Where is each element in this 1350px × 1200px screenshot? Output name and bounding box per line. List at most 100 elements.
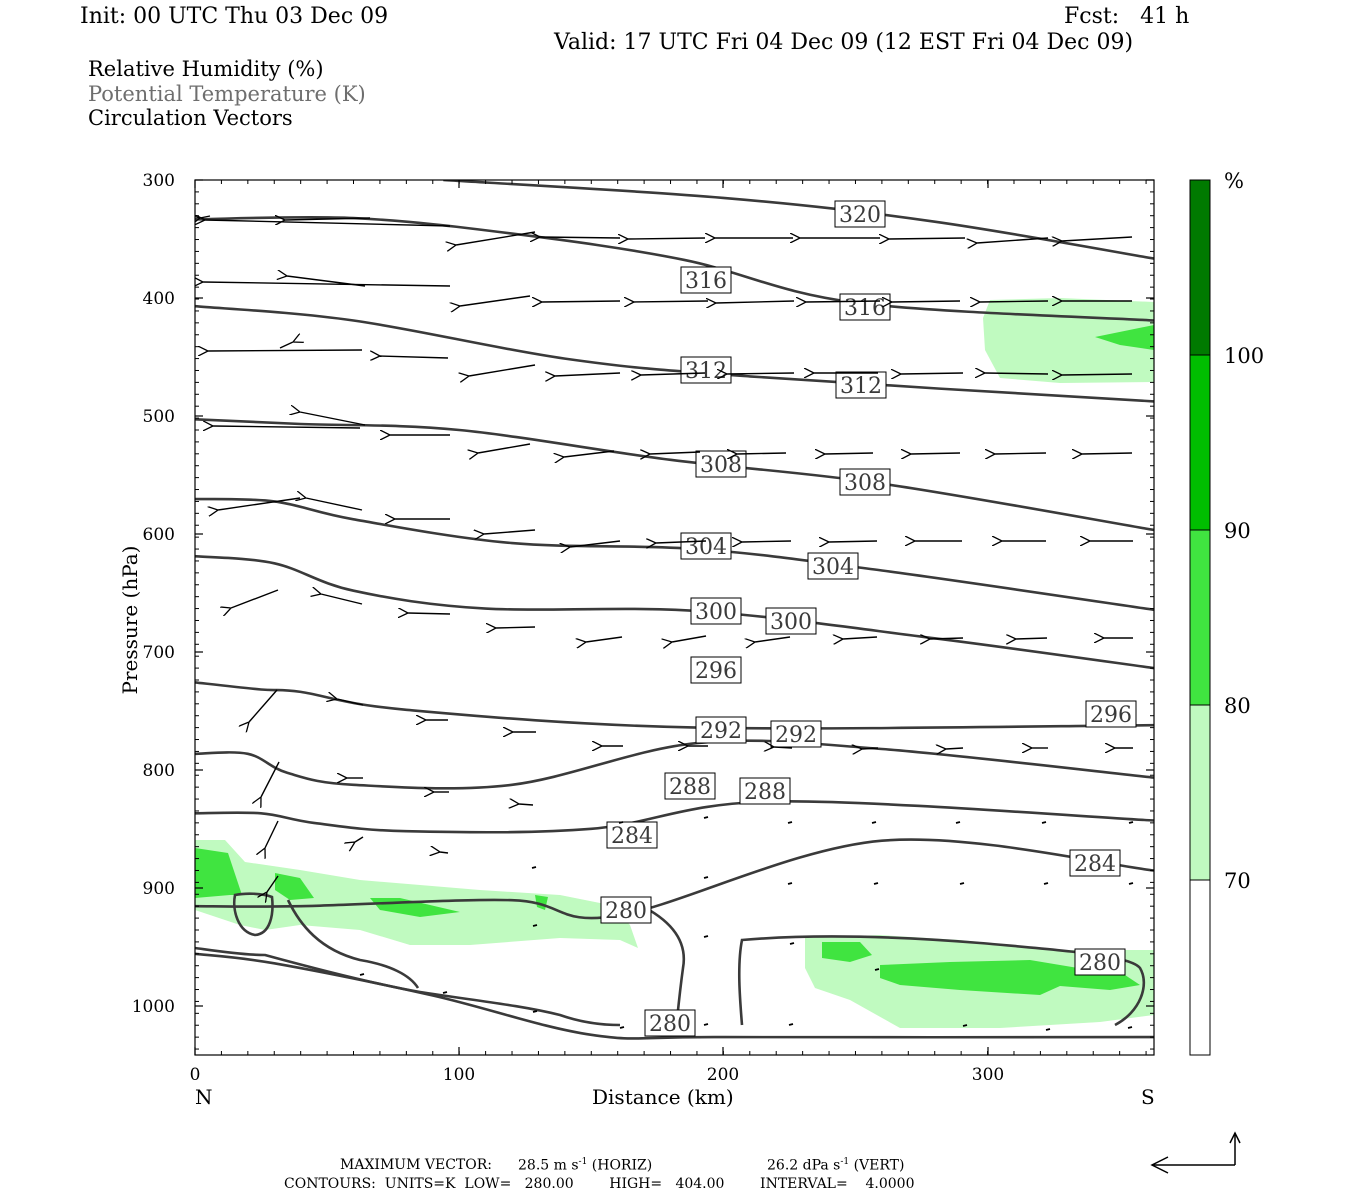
theta-label-box <box>839 468 891 496</box>
theta-label-296: 296 <box>1090 703 1132 728</box>
circulation-vector-small <box>531 866 537 869</box>
circulation-vector <box>355 836 364 842</box>
circulation-vector <box>484 530 536 534</box>
circulation-vector <box>306 498 363 511</box>
colorbar-segment <box>1190 530 1210 705</box>
theta-label-box <box>690 656 742 684</box>
circulation-vector <box>1062 374 1133 375</box>
circulation-vector-small <box>359 973 365 976</box>
theta-label-box <box>765 607 817 635</box>
theta-label-280: 280 <box>1079 951 1121 976</box>
valid-time: Valid: 17 UTC Fri 04 Dec 09 (12 EST Fri … <box>554 30 1134 55</box>
circulation-vector <box>774 747 793 748</box>
theta-label-308: 308 <box>700 453 742 478</box>
circulation-vector <box>496 627 536 628</box>
theta-contour-308 <box>195 418 1154 532</box>
circulation-vector-small <box>532 1010 538 1013</box>
y-tick-label: 900 <box>143 879 175 899</box>
rh-region-low-left-core <box>195 848 242 898</box>
theta-label-288: 288 <box>669 775 711 800</box>
colorbar-label: 80 <box>1224 694 1251 718</box>
y-tick-label: 300 <box>143 171 175 191</box>
circulation-vector <box>656 541 707 543</box>
potential-temperature-contours <box>195 180 1154 1040</box>
theta-label-box <box>1085 700 1137 728</box>
circulation-vector <box>203 282 451 286</box>
circulation-vector-small <box>532 924 538 927</box>
circulation-vector <box>742 541 792 542</box>
footer-horiz-vector: 28.5 m s-1 (HORIZ) <box>518 1157 653 1174</box>
circulation-vector-small <box>1128 821 1134 824</box>
y-tick-label: 400 <box>143 289 175 309</box>
circulation-vector-small <box>871 821 877 824</box>
circulation-vector <box>946 748 964 749</box>
x-tick-label: 300 <box>972 1065 1004 1085</box>
colorbar-label: 100 <box>1224 344 1264 368</box>
circulation-vector-small <box>1041 821 1047 824</box>
circulation-vector-small <box>1045 1028 1051 1031</box>
x-tick-label: 0 <box>190 1065 201 1085</box>
circulation-vector-small <box>787 821 793 824</box>
theta-label-box <box>739 777 791 805</box>
theta-label-312: 312 <box>685 359 727 384</box>
circulation-vector <box>267 875 279 892</box>
circulation-vector <box>213 426 361 428</box>
theta-label-316: 316 <box>844 296 886 321</box>
circulation-vector <box>628 238 706 239</box>
circulation-vector-small <box>959 882 965 885</box>
circulation-vector-small <box>703 935 709 938</box>
circulation-vector <box>650 452 701 454</box>
colorbar: 70 80 90 100% <box>1189 169 1264 1056</box>
theta-label-box <box>644 1009 696 1037</box>
theta-label-box <box>807 552 859 580</box>
circulation-vector <box>440 852 449 853</box>
theta-label-box <box>835 371 887 399</box>
circulation-vectors <box>200 216 1134 1031</box>
colorbar-segment <box>1190 355 1210 530</box>
circulation-vector-small <box>703 876 709 879</box>
colorbar-segment <box>1190 180 1210 355</box>
circulation-vector <box>825 453 874 454</box>
circulation-vector-small <box>1128 882 1134 885</box>
theta-label-280: 280 <box>649 1012 691 1037</box>
circulation-vector <box>995 453 1047 454</box>
rh-region-low-right-core <box>822 942 872 962</box>
theta-label-box <box>664 772 716 800</box>
y-tick-label: 500 <box>143 407 175 427</box>
circulation-vector <box>261 761 280 797</box>
forecast-hour: Fcst: 41 h <box>1064 4 1190 29</box>
circulation-vector-small <box>874 968 880 971</box>
circulation-vector <box>1082 453 1133 454</box>
circulation-vector-small <box>703 1023 709 1026</box>
circulation-vector <box>985 373 1049 374</box>
circulation-vector <box>208 350 363 351</box>
circulation-vector-small <box>787 882 793 885</box>
circulation-vector <box>980 301 1049 302</box>
circulation-vector <box>1016 638 1048 639</box>
theta-label-300: 300 <box>695 600 737 625</box>
theta-label-box <box>839 293 891 321</box>
footer-max-vector-label: MAXIMUM VECTOR: <box>340 1157 492 1173</box>
circulation-vector <box>641 373 706 375</box>
circulation-vector-small <box>789 942 795 945</box>
circulation-vector <box>218 497 301 510</box>
theta-label-300: 300 <box>770 610 812 635</box>
theta-label-280: 280 <box>605 899 647 924</box>
circulation-vector <box>901 373 964 374</box>
theta-label-316: 316 <box>685 269 727 294</box>
x-end-label-south: S <box>1141 1085 1155 1109</box>
axes: 300 400 500 600 700 800 900 1000 0 100 200 300 <box>132 171 1154 1085</box>
circulation-vector <box>285 218 371 220</box>
circulation-vector <box>249 689 278 722</box>
circulation-vector-small <box>873 882 879 885</box>
circulation-vector <box>586 636 623 642</box>
circulation-vector-small <box>1043 882 1049 885</box>
theta-label-box <box>600 896 652 924</box>
circulation-vector-small <box>962 1024 968 1027</box>
footer-contour-info: CONTOURS: UNITS=K LOW= 280.00 HIGH= 404.… <box>284 1176 915 1192</box>
circulation-vector <box>321 594 363 605</box>
theta-label-box <box>680 532 732 560</box>
theta-label-box <box>695 716 747 744</box>
x-end-label-north: N <box>195 1085 213 1109</box>
circulation-vector <box>300 412 366 426</box>
